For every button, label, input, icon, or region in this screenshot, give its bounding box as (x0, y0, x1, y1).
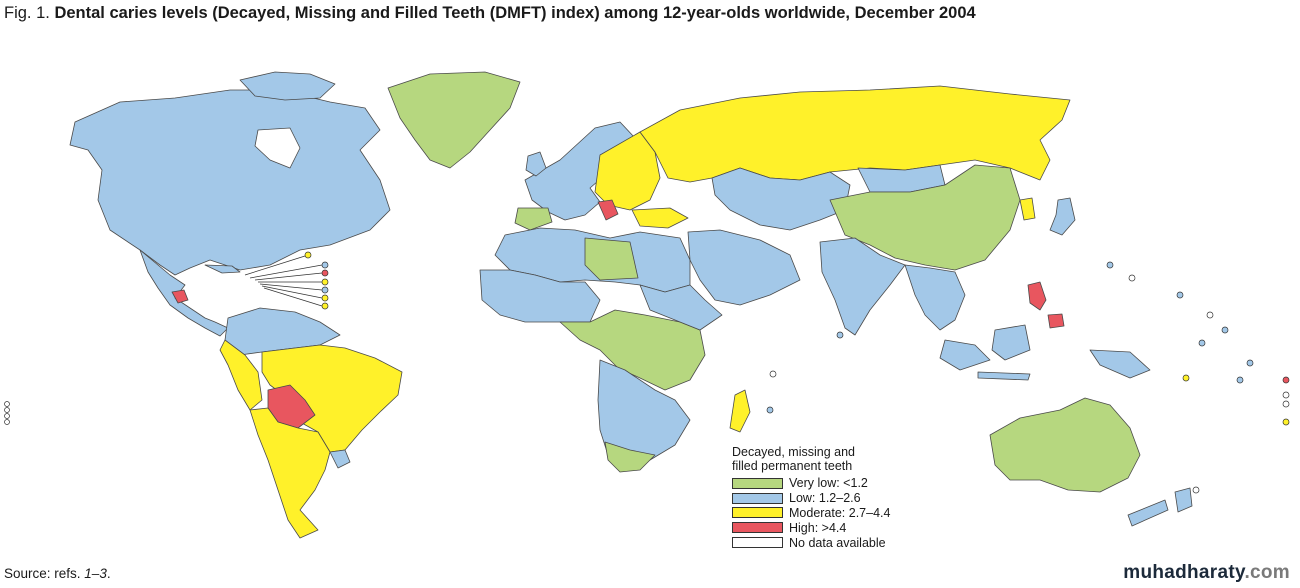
source-refs: 1–3 (84, 566, 107, 581)
island-marker (1106, 261, 1114, 269)
island-marker (1282, 391, 1290, 399)
island-marker (1221, 326, 1229, 334)
region-philippines (1027, 281, 1047, 311)
island-marker (4, 413, 10, 419)
region-madagascar (729, 389, 751, 433)
island-marker (1192, 486, 1200, 494)
legend-label: Very low: <1.2 (789, 476, 868, 491)
callout-line (263, 287, 323, 307)
region-east-africa (639, 284, 723, 331)
island-marker (321, 278, 329, 286)
island-marker (321, 261, 329, 269)
region-guatemala (171, 289, 189, 304)
region-japan (1049, 197, 1076, 236)
region-new-guinea (1089, 349, 1151, 379)
map-title: Fig. 1. Dental caries levels (Decayed, M… (4, 4, 976, 23)
island-marker (1198, 339, 1206, 347)
site-watermark: muhadharaty.com (1123, 562, 1290, 584)
region-south-africa (604, 441, 656, 473)
island-marker (766, 406, 774, 414)
island-marker (1282, 376, 1290, 384)
region-korea (1019, 197, 1036, 221)
region-caribbean (204, 264, 241, 274)
callout-line (249, 264, 323, 279)
legend-swatch (732, 522, 783, 534)
region-southeast-asia (904, 264, 966, 331)
island-marker (4, 419, 10, 425)
source-note: Source: refs. 1–3. (4, 566, 111, 581)
region-australia (989, 397, 1141, 493)
island-marker (321, 269, 329, 277)
map-legend: Decayed, missing and filled permanent te… (732, 445, 890, 550)
region-philippines-south (1047, 313, 1065, 329)
legend-item-low: Low: 1.2–2.6 (732, 491, 890, 506)
source-suffix: . (106, 566, 111, 581)
region-arctic-islands (239, 71, 336, 101)
region-middle-east (687, 229, 801, 306)
region-new-zealand (1174, 487, 1193, 513)
region-greenland (387, 71, 521, 169)
callout-line (261, 285, 323, 299)
legend-heading-line1: Decayed, missing and (732, 445, 855, 459)
legend-swatch (732, 477, 783, 489)
island-marker (1246, 359, 1254, 367)
region-java (977, 371, 1031, 381)
source-prefix: Source: refs. (4, 566, 85, 581)
island-marker (321, 286, 329, 294)
island-marker (1236, 376, 1244, 384)
island-marker (1206, 311, 1214, 319)
region-balkans (597, 199, 619, 221)
island-marker (769, 370, 777, 378)
island-marker (321, 302, 329, 310)
region-india (819, 237, 906, 336)
world-map (4, 71, 1290, 539)
island-marker (321, 294, 329, 302)
callout-line (254, 272, 323, 281)
legend-swatch (732, 537, 783, 549)
legend-heading: Decayed, missing and filled permanent te… (732, 445, 890, 473)
legend-item-no-data: No data available (732, 535, 890, 550)
region-iberia (514, 207, 553, 231)
region-southern-cone (249, 407, 331, 539)
figure-label: Fig. 1. (4, 4, 50, 22)
region-indonesia (939, 339, 991, 371)
island-marker (1176, 291, 1184, 299)
region-central-africa (559, 309, 706, 391)
legend-label: Moderate: 2.7–4.4 (789, 505, 891, 520)
legend-item-very-low: Very low: <1.2 (732, 476, 890, 491)
region-borneo (991, 324, 1031, 361)
region-new-zealand-south (1127, 499, 1169, 527)
watermark-suffix: .com (1244, 562, 1290, 583)
island-marker (1128, 274, 1136, 282)
watermark-main: muhadharaty (1123, 562, 1245, 583)
island-marker (1282, 400, 1290, 408)
legend-label: Low: 1.2–2.6 (789, 491, 861, 506)
callout-line (244, 255, 306, 276)
region-china (829, 164, 1021, 271)
region-turkey (631, 207, 689, 229)
legend-label: No data available (789, 535, 886, 550)
island-marker (4, 407, 10, 413)
legend-swatch (732, 492, 783, 504)
legend-item-high: High: >4.4 (732, 520, 890, 535)
region-libya (584, 237, 639, 281)
region-west-africa (479, 269, 601, 323)
legend-swatch (732, 507, 783, 519)
title-text: Dental caries levels (Decayed, Missing a… (54, 4, 976, 22)
island-marker (1182, 374, 1190, 382)
region-uk (525, 151, 547, 177)
region-hudson-bay (254, 127, 301, 169)
island-marker (836, 331, 844, 339)
region-uruguay (329, 449, 351, 469)
legend-item-moderate: Moderate: 2.7–4.4 (732, 506, 890, 521)
legend-heading-line2: filled permanent teeth (732, 459, 853, 473)
island-marker (304, 251, 312, 259)
region-north-america (69, 89, 391, 276)
region-southern-africa (597, 359, 691, 471)
callout-line (259, 283, 323, 291)
island-marker (4, 401, 10, 407)
legend-label: High: >4.4 (789, 520, 847, 535)
island-marker (1282, 418, 1290, 426)
